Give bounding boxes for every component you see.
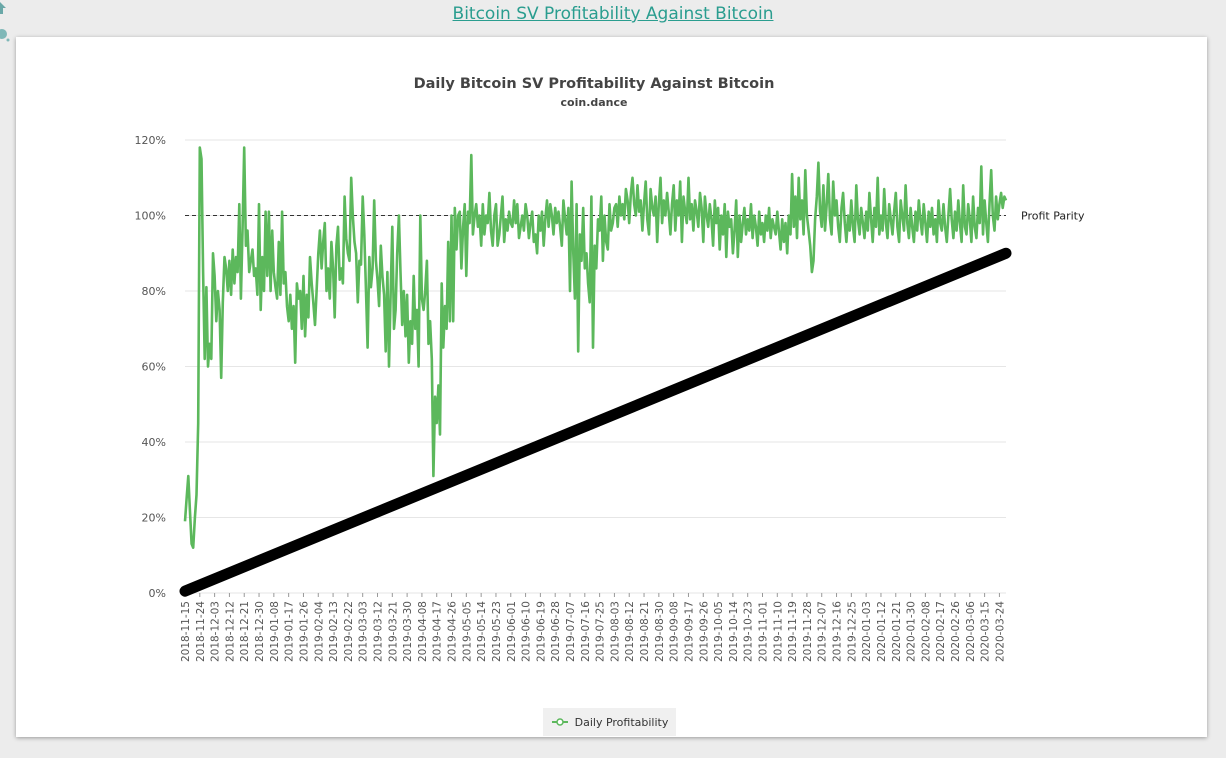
y-tick-label: 40% — [142, 436, 166, 449]
x-tick-label: 2019-02-22 — [343, 601, 355, 662]
x-tick-label: 2020-03-15 — [980, 601, 992, 662]
x-tick-label: 2018-12-30 — [254, 601, 266, 662]
x-tick-label: 2019-01-26 — [298, 601, 310, 662]
x-tick-label: 2019-06-01 — [506, 601, 518, 662]
x-tick-label: 2018-12-21 — [239, 601, 251, 662]
series-line — [183, 146, 1008, 549]
profitability-chart: Daily Bitcoin SV Profitability Against B… — [135, 76, 1085, 662]
series-daily-profitability — [183, 146, 1008, 549]
x-tick-label: 2019-11-28 — [802, 601, 814, 662]
x-tick-label: 2020-01-21 — [891, 601, 903, 662]
trendline — [179, 247, 1012, 597]
chart-page-link[interactable]: Bitcoin SV Profitability Against Bitcoin — [452, 4, 774, 24]
x-tick-label: 2018-12-03 — [210, 601, 222, 662]
trendline-line — [179, 247, 1012, 597]
x-tick-label: 2019-03-21 — [387, 601, 399, 662]
x-tick-label: 2019-09-17 — [683, 601, 695, 662]
chart-title: Daily Bitcoin SV Profitability Against B… — [414, 76, 775, 92]
legend-item-daily-profitability[interactable]: Daily Profitability — [543, 708, 676, 736]
chart-subtitle: coin.dance — [561, 96, 628, 109]
y-tick-label: 60% — [142, 361, 166, 374]
x-tick-label: 2018-12-12 — [224, 601, 236, 662]
x-tick-label: 2020-01-12 — [876, 601, 888, 662]
x-tick-label: 2020-01-03 — [861, 601, 873, 662]
y-tick-label: 80% — [142, 285, 166, 298]
chart-card: Daily Bitcoin SV Profitability Against B… — [16, 37, 1207, 737]
x-tick-label: 2020-03-06 — [965, 601, 977, 662]
legend-line-marker-icon — [551, 718, 568, 726]
x-tick-label: 2019-08-03 — [609, 601, 621, 662]
x-tick-label: 2020-03-24 — [994, 601, 1006, 662]
x-tick-label: 2019-07-07 — [565, 601, 577, 662]
x-tick-label: 2019-05-05 — [461, 601, 473, 662]
x-tick-label: 2019-08-12 — [624, 601, 636, 662]
x-tick-label: 2019-12-25 — [846, 601, 858, 662]
x-tick-label: 2019-08-21 — [639, 601, 651, 662]
x-tick-label: 2019-09-26 — [698, 601, 710, 662]
x-tick-label: 2019-12-16 — [832, 601, 844, 662]
x-tick-label: 2019-01-08 — [269, 601, 281, 662]
x-tick-label: 2019-02-04 — [313, 601, 325, 662]
x-tick-label: 2019-09-08 — [669, 601, 681, 662]
y-tick-label: 0% — [149, 587, 166, 600]
x-tick-label: 2019-03-30 — [402, 601, 414, 662]
x-tick-label: 2019-11-10 — [772, 601, 784, 662]
x-tick-label: 2019-03-12 — [372, 601, 384, 662]
x-tick-label: 2020-02-26 — [950, 601, 962, 662]
x-tick-label: 2020-01-30 — [906, 601, 918, 662]
x-tick-label: 2019-03-03 — [358, 601, 370, 662]
x-tick-label: 2019-11-19 — [787, 601, 799, 662]
x-tick-label: 2019-06-10 — [521, 601, 533, 662]
x-tick-label: 2018-11-15 — [180, 601, 192, 662]
x-tick-label: 2019-11-01 — [757, 601, 769, 662]
x-tick-label: 2019-01-17 — [284, 601, 296, 662]
y-tick-label: 20% — [142, 512, 166, 525]
x-tick-label: 2019-02-13 — [328, 601, 340, 662]
x-tick-label: 2019-08-30 — [654, 601, 666, 662]
x-tick-label: 2019-06-19 — [535, 601, 547, 662]
x-tick-label: 2019-10-23 — [743, 601, 755, 662]
x-tick-label: 2020-02-08 — [920, 601, 932, 662]
x-tick-label: 2019-12-07 — [817, 601, 829, 662]
x-tick-label: 2020-02-17 — [935, 601, 947, 662]
corner-decoration — [0, 0, 16, 46]
x-tick-label: 2019-07-16 — [580, 601, 592, 662]
x-tick-label: 2019-10-14 — [728, 601, 740, 662]
x-tick-label: 2019-05-23 — [491, 601, 503, 662]
x-tick-label: 2019-06-28 — [550, 601, 562, 662]
x-tick-label: 2019-07-25 — [595, 601, 607, 662]
y-axis: 0% 20% 40% 60% 80% 100% 120% — [135, 134, 166, 600]
profit-parity-line: Profit Parity — [185, 210, 1085, 223]
x-tick-label: 2019-04-08 — [417, 601, 429, 662]
x-axis: 2018-11-15 2018-11-24 2018-12-03 2018-12-12… — [180, 593, 1006, 662]
x-tick-label: 2019-04-17 — [432, 601, 444, 662]
y-tick-label: 120% — [135, 134, 166, 147]
parity-label: Profit Parity — [1021, 210, 1085, 223]
x-tick-label: 2019-05-14 — [476, 601, 488, 662]
y-tick-label: 100% — [135, 210, 166, 223]
x-tick-label: 2019-10-05 — [713, 601, 725, 662]
x-tick-label: 2018-11-24 — [195, 601, 207, 662]
legend-label: Daily Profitability — [574, 715, 669, 729]
x-tick-label: 2019-04-26 — [447, 601, 459, 662]
